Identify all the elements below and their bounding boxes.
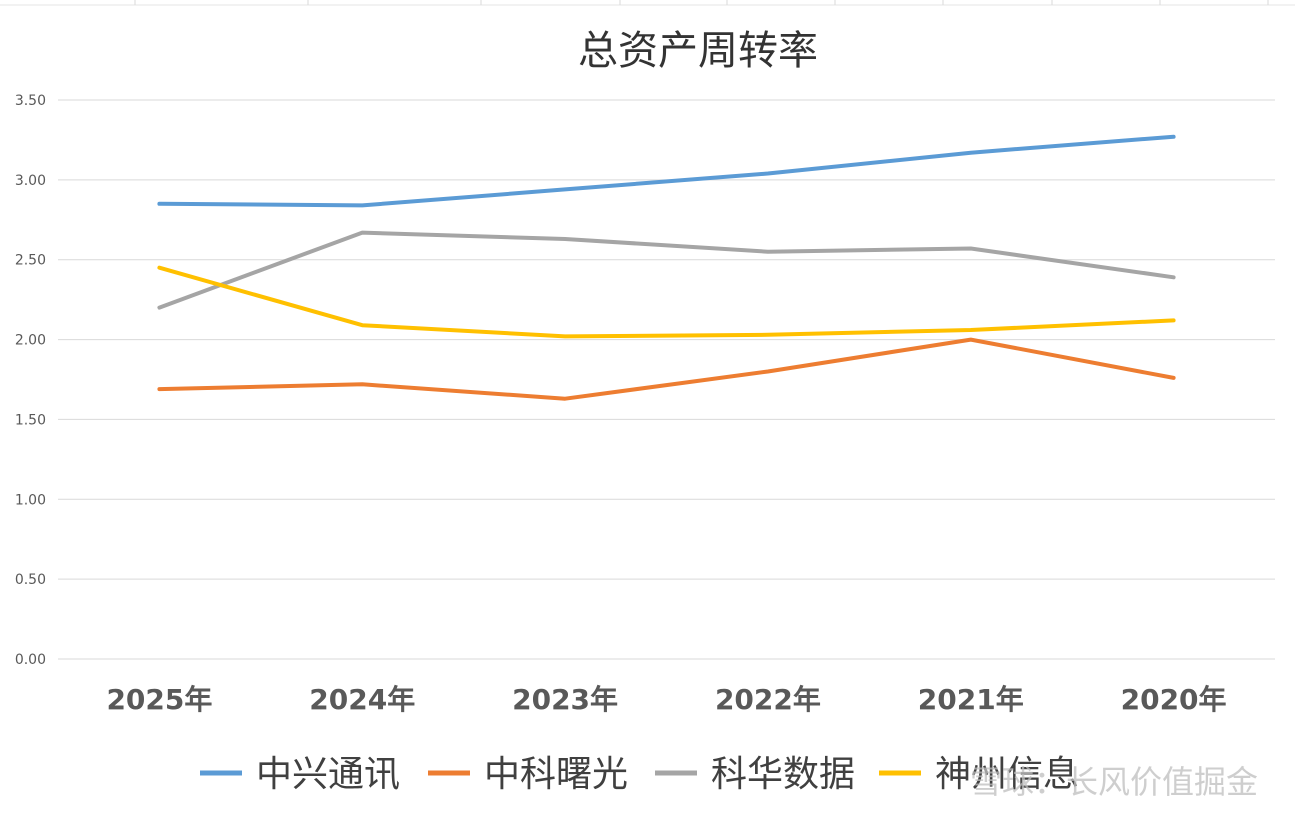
x-tick-label: 2021年	[918, 683, 1024, 716]
legend-item: 神州信息	[879, 754, 1079, 795]
chart-title: 总资产周转率	[578, 28, 818, 74]
series-line	[157, 230, 1176, 310]
top-border-ticks	[0, 0, 1295, 6]
legend-label: 中科曙光	[484, 754, 628, 795]
y-axis-ticks: 0.00 0.50 1.00 1.50 2.00 2.50 3.00 3.50	[15, 93, 46, 668]
x-tick-label: 2022年	[715, 683, 821, 716]
y-tick-label: 2.50	[15, 253, 46, 269]
series-lines	[157, 134, 1176, 401]
x-tick-label: 2020年	[1121, 683, 1227, 716]
y-tick-label: 3.00	[15, 173, 46, 189]
x-tick-label: 2025年	[106, 683, 212, 716]
y-tick-label: 1.50	[15, 412, 46, 428]
y-tick-label: 0.00	[15, 652, 46, 668]
series-line	[157, 134, 1176, 208]
x-axis-ticks: 2025年 2024年 2023年 2022年 2021年 2020年	[106, 683, 1226, 716]
legend-item: 科华数据	[655, 754, 855, 795]
legend-item: 中科曙光	[428, 754, 628, 795]
legend: 中兴通讯 中科曙光 科华数据 神州信息	[200, 754, 1079, 795]
y-tick-label: 0.50	[15, 572, 46, 588]
series-line	[157, 337, 1176, 401]
x-tick-label: 2023年	[512, 683, 618, 716]
legend-item: 中兴通讯	[200, 754, 400, 795]
x-tick-label: 2024年	[309, 683, 415, 716]
y-tick-label: 2.00	[15, 333, 46, 349]
series-line	[157, 265, 1176, 339]
legend-label: 中兴通讯	[256, 754, 400, 795]
y-tick-label: 3.50	[15, 93, 46, 109]
gridlines	[58, 99, 1275, 660]
legend-label: 神州信息	[935, 754, 1079, 795]
y-tick-label: 1.00	[15, 492, 46, 508]
watermark-text: 雪球：长风价值掘金	[970, 763, 1258, 801]
legend-label: 科华数据	[711, 754, 855, 795]
